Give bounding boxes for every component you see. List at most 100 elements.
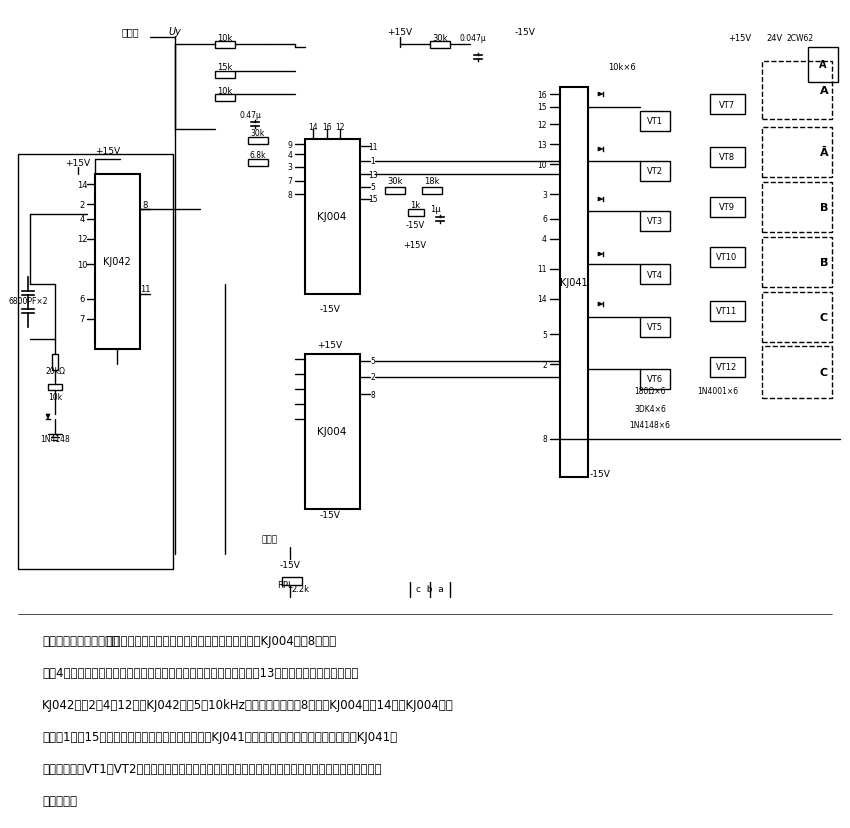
Text: 18k: 18k <box>424 177 439 186</box>
Bar <box>215 42 235 49</box>
Bar <box>422 188 442 195</box>
Text: 30k: 30k <box>388 177 403 186</box>
Text: 6.8k: 6.8k <box>250 152 266 161</box>
Text: 7: 7 <box>79 315 85 324</box>
Text: 11: 11 <box>139 285 150 294</box>
Text: 24V: 24V <box>767 33 783 42</box>
Text: 1k: 1k <box>410 200 420 209</box>
Bar <box>640 161 670 182</box>
Text: 3DK4×6: 3DK4×6 <box>634 405 666 414</box>
Text: 4: 4 <box>287 151 292 159</box>
Text: KJ004: KJ004 <box>317 212 347 222</box>
Bar <box>640 212 670 232</box>
Text: 1μ: 1μ <box>430 205 440 214</box>
Text: VT12: VT12 <box>717 363 738 372</box>
Text: 5: 5 <box>371 183 376 192</box>
Text: 10: 10 <box>76 260 88 269</box>
Text: 本电路适用于直流调压触发控制电路。同步电压从KJ004的脚8加入，: 本电路适用于直流调压触发控制电路。同步电压从KJ004的脚8加入， <box>99 634 337 647</box>
Text: 1N4148×6: 1N4148×6 <box>630 420 671 429</box>
Text: 5: 5 <box>542 330 547 339</box>
Bar <box>560 88 588 478</box>
Text: 移相端: 移相端 <box>122 27 139 37</box>
Text: VT2: VT2 <box>647 167 663 176</box>
Text: 2.2k: 2.2k <box>291 585 309 594</box>
Text: 3: 3 <box>542 190 547 200</box>
Text: -15V: -15V <box>590 470 610 479</box>
Bar <box>640 318 670 338</box>
Bar <box>710 95 745 115</box>
Text: 8: 8 <box>542 435 547 444</box>
Text: 16: 16 <box>322 123 332 132</box>
Text: 10k: 10k <box>218 86 233 95</box>
Polygon shape <box>598 253 603 257</box>
Text: +15V: +15V <box>95 147 121 156</box>
Text: c  b  a: c b a <box>416 585 444 594</box>
Text: KJ004: KJ004 <box>317 426 347 436</box>
Text: VT7: VT7 <box>719 100 735 109</box>
Text: 15: 15 <box>537 104 547 113</box>
Text: 其脚4形成锯齿波，锯齿波电压、移相电压和偏移电压进行比较后在脚13形成触发脉冲，此脉冲送到: 其脚4形成锯齿波，锯齿波电压、移相电压和偏移电压进行比较后在脚13形成触发脉冲，… <box>42 667 359 679</box>
Text: 14: 14 <box>76 181 88 190</box>
Text: +15V: +15V <box>728 33 751 42</box>
Text: 直流调压的移相触发电路: 直流调压的移相触发电路 <box>42 634 119 647</box>
Text: 180Ω×6: 180Ω×6 <box>634 387 666 396</box>
Text: B: B <box>819 203 828 213</box>
Bar <box>52 354 58 371</box>
Polygon shape <box>46 415 50 420</box>
Text: 15k: 15k <box>218 64 233 72</box>
Text: 10: 10 <box>537 161 547 169</box>
Text: 15: 15 <box>368 195 377 205</box>
Text: -15V: -15V <box>280 560 300 569</box>
Text: 14: 14 <box>537 295 547 304</box>
Bar <box>762 292 832 343</box>
Polygon shape <box>598 198 603 202</box>
Bar <box>710 301 745 321</box>
Text: RPL: RPL <box>277 580 292 589</box>
Text: 20kΩ: 20kΩ <box>45 367 65 376</box>
Bar <box>282 577 302 585</box>
Text: 12: 12 <box>335 123 345 132</box>
Polygon shape <box>598 93 603 97</box>
Bar <box>640 265 670 285</box>
Text: 6800PF×2: 6800PF×2 <box>8 297 48 306</box>
Text: 13: 13 <box>368 171 377 180</box>
Text: 8: 8 <box>287 190 292 200</box>
Bar <box>215 72 235 79</box>
Bar <box>710 248 745 267</box>
Text: VT10: VT10 <box>717 253 738 262</box>
Text: C: C <box>820 313 828 323</box>
Text: 12: 12 <box>76 235 88 244</box>
Text: VT1: VT1 <box>647 118 663 127</box>
Text: 13: 13 <box>537 140 547 149</box>
Text: VT4: VT4 <box>647 270 663 279</box>
Bar <box>48 384 62 391</box>
Text: 30k: 30k <box>251 129 265 138</box>
Bar <box>95 175 140 349</box>
Text: 2CW62: 2CW62 <box>786 33 813 42</box>
Text: A: A <box>819 60 827 70</box>
Bar <box>430 42 450 49</box>
Text: 3: 3 <box>287 163 292 172</box>
Text: 相应元件。: 相应元件。 <box>42 794 77 807</box>
Bar <box>762 183 832 233</box>
Text: 9: 9 <box>287 140 292 149</box>
Text: +15V: +15V <box>65 158 91 167</box>
Text: 16: 16 <box>537 90 547 99</box>
Bar <box>215 95 235 102</box>
Bar <box>808 48 838 83</box>
Text: 1N4148: 1N4148 <box>40 435 70 444</box>
Text: 8: 8 <box>371 390 376 399</box>
Text: VT5: VT5 <box>647 323 663 332</box>
Text: KJ042的脚2、4、12，经KJ042进行5～10kHz的脉冲调制后从脚8输出至KJ004的脚14，经KJ004处理: KJ042的脚2、4、12，经KJ042进行5～10kHz的脉冲调制后从脚8输出… <box>42 698 454 711</box>
Text: KJ041: KJ041 <box>560 277 588 287</box>
Text: Uy: Uy <box>168 27 181 37</box>
Text: VT11: VT11 <box>717 307 738 316</box>
Text: 6: 6 <box>79 295 85 304</box>
Text: 2: 2 <box>79 200 85 209</box>
Text: 11: 11 <box>368 142 377 152</box>
Text: 1N4001×6: 1N4001×6 <box>698 387 739 396</box>
Text: 14: 14 <box>309 123 318 132</box>
Text: -15V: -15V <box>514 27 536 36</box>
Text: 2: 2 <box>542 360 547 369</box>
Text: VT3: VT3 <box>647 217 663 226</box>
